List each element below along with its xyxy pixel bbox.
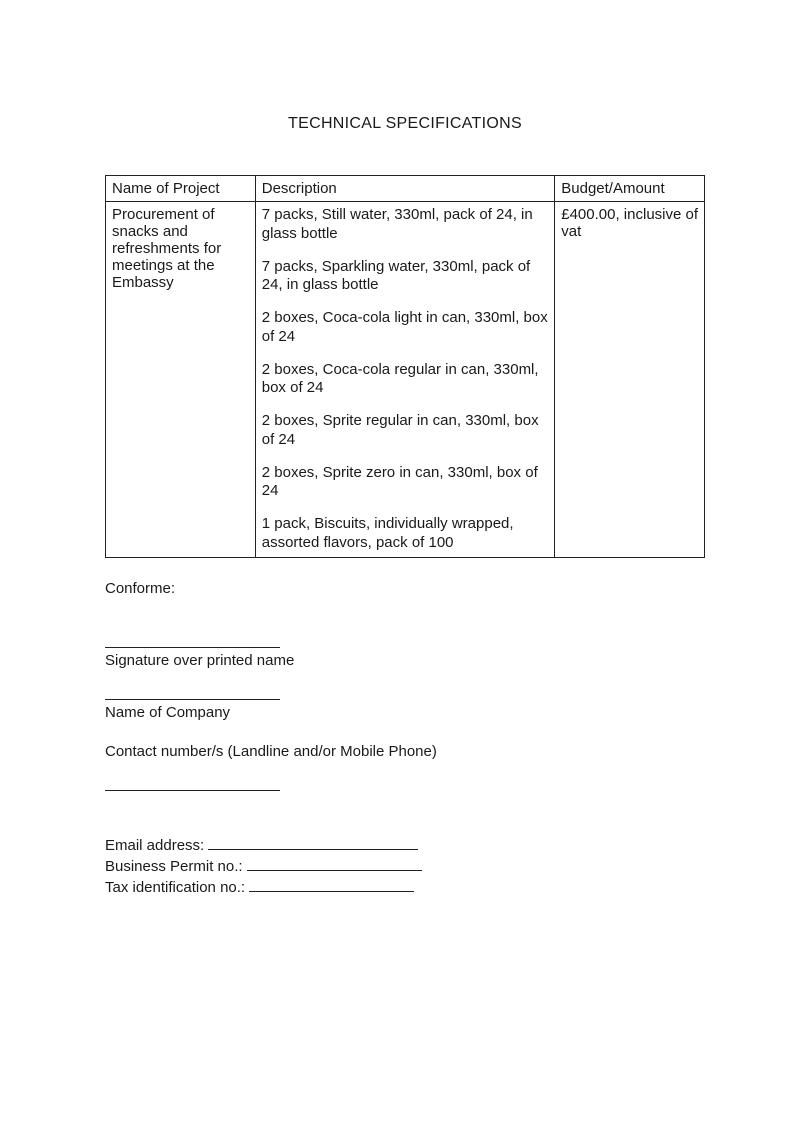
signature-line — [105, 647, 280, 648]
email-field-row: Email address: — [105, 835, 705, 856]
permit-blank-line — [247, 870, 422, 871]
tax-label: Tax identification no.: — [105, 879, 245, 896]
description-item: 7 packs, Still water, 330ml, pack of 24,… — [262, 206, 549, 244]
permit-label: Business Permit no.: — [105, 858, 243, 875]
permit-field-row: Business Permit no.: — [105, 856, 705, 877]
signature-label: Signature over printed name — [105, 650, 705, 671]
fields-block: Email address: Business Permit no.: Tax … — [105, 835, 705, 898]
header-description: Description — [255, 176, 555, 202]
email-label: Email address: — [105, 837, 204, 854]
cell-project: Procurement of snacks and refreshments f… — [106, 202, 256, 558]
description-item: 2 boxes, Coca-cola light in can, 330ml, … — [262, 309, 549, 347]
conforme-label: Conforme: — [105, 578, 705, 599]
specifications-table: Name of Project Description Budget/Amoun… — [105, 175, 705, 558]
cell-description: 7 packs, Still water, 330ml, pack of 24,… — [255, 202, 555, 558]
description-item: 2 boxes, Coca-cola regular in can, 330ml… — [262, 361, 549, 399]
header-budget: Budget/Amount — [555, 176, 705, 202]
contact-label: Contact number/s (Landline and/or Mobile… — [105, 741, 705, 762]
signature-section: Conforme: Signature over printed name Na… — [105, 578, 705, 898]
description-item: 7 packs, Sparkling water, 330ml, pack of… — [262, 258, 549, 296]
description-item: 1 pack, Biscuits, individually wrapped, … — [262, 515, 549, 553]
email-blank-line — [208, 849, 418, 850]
tax-blank-line — [249, 891, 414, 892]
company-line — [105, 699, 280, 700]
header-project: Name of Project — [106, 176, 256, 202]
table-header-row: Name of Project Description Budget/Amoun… — [106, 176, 705, 202]
table-row: Procurement of snacks and refreshments f… — [106, 202, 705, 558]
contact-line — [105, 790, 280, 791]
page-title: TECHNICAL SPECIFICATIONS — [105, 115, 705, 133]
document-page: TECHNICAL SPECIFICATIONS Name of Project… — [0, 0, 800, 1129]
cell-budget: £400.00, inclusive of vat — [555, 202, 705, 558]
description-item: 2 boxes, Sprite zero in can, 330ml, box … — [262, 464, 549, 502]
description-item: 2 boxes, Sprite regular in can, 330ml, b… — [262, 412, 549, 450]
company-label: Name of Company — [105, 702, 705, 723]
tax-field-row: Tax identification no.: — [105, 877, 705, 898]
